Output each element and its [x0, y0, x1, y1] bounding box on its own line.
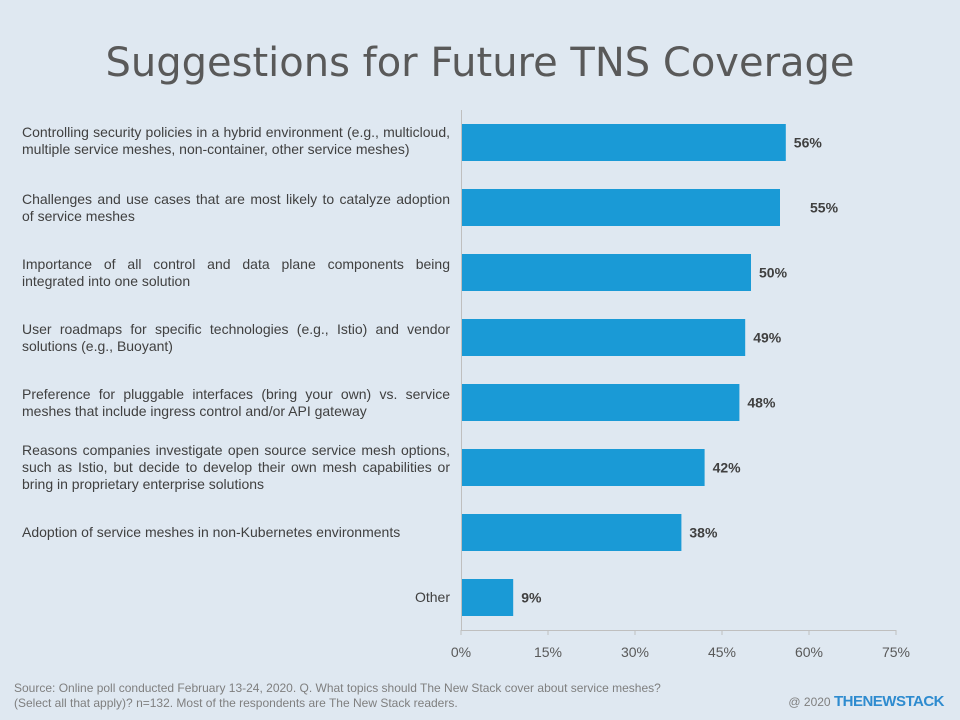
chart-title: Suggestions for Future TNS Coverage [105, 40, 855, 86]
bar [462, 319, 746, 356]
category-label: Challenges and use cases that are most l… [22, 190, 450, 224]
bar-value-label: 48% [747, 395, 776, 411]
brand-logo: THENEWSTACK [833, 693, 945, 710]
x-tick-label: 75% [882, 644, 910, 660]
brand-footer: @ 2020 THENEWSTACK [788, 693, 944, 710]
category-label: Controlling security policies in a hybri… [22, 123, 450, 157]
source-note: Source: Online poll conducted February 1… [14, 681, 774, 711]
x-tick-label: 60% [795, 644, 823, 660]
copyright-text: @ 2020 [788, 695, 831, 709]
x-tick-label: 30% [621, 644, 649, 660]
bar [462, 579, 514, 616]
bar [462, 124, 786, 161]
source-line-1: Source: Online poll conducted February 1… [14, 681, 661, 695]
bar-value-label: 49% [753, 330, 782, 346]
bar [462, 254, 751, 291]
category-label: Preference for pluggable interfaces (bri… [22, 385, 450, 419]
bar [462, 514, 682, 551]
bar-value-label: 42% [713, 460, 742, 476]
bar [462, 449, 705, 486]
bar-value-label: 56% [794, 135, 823, 151]
category-label: User roadmaps for specific technologies … [22, 320, 450, 354]
x-tick-label: 0% [451, 644, 471, 660]
bar-value-label: 9% [521, 590, 542, 606]
bar [462, 384, 740, 421]
bar-value-label: 50% [759, 265, 788, 281]
x-tick-label: 15% [534, 644, 562, 660]
bar-value-label: 55% [810, 200, 839, 216]
category-label: Other [414, 589, 450, 605]
source-line-2: (Select all that apply)? n=132. Most of … [14, 696, 458, 710]
category-label: Reasons companies investigate open sourc… [22, 442, 450, 492]
category-label: Importance of all control and data plane… [22, 255, 450, 289]
category-label: Adoption of service meshes in non-Kubern… [22, 524, 401, 540]
bar [462, 189, 780, 226]
x-tick-label: 45% [708, 644, 736, 660]
bar-value-label: 38% [689, 525, 718, 541]
